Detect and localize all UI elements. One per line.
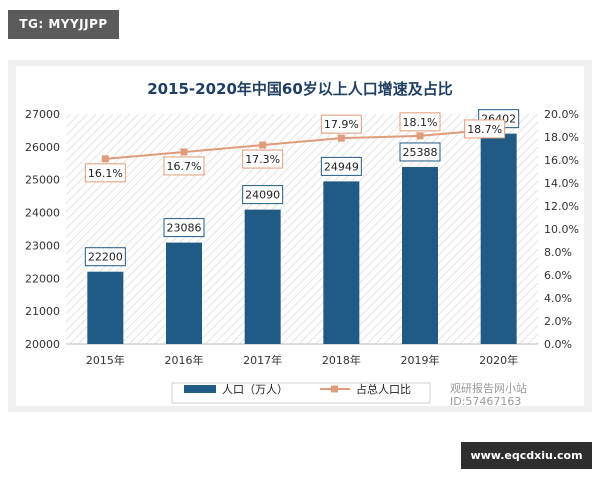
channel-tag: TG: MYYJJPP [8, 10, 119, 39]
watermark-line1: 观研报告网小站 [450, 382, 527, 395]
line-point [101, 155, 109, 163]
right-tick-label: 2.0% [544, 315, 572, 328]
line-value-label-box [242, 149, 284, 169]
bar-value-label-box [399, 142, 441, 162]
bar-value-label-box [320, 156, 362, 176]
legend-box [171, 382, 431, 404]
line-point [416, 132, 424, 140]
line-value-label: 17.3% [245, 153, 280, 166]
chart: 2015-2020年中国60岁以上人口增速及占比 20000 21000 22000… [25, 80, 579, 404]
data-labels: 22200230862409024949253882640216.1%16.7%… [84, 109, 520, 267]
line-point [337, 134, 345, 142]
right-tick-label: 20.0% [544, 108, 579, 121]
bar [87, 271, 124, 344]
line-value-label-box [163, 156, 205, 176]
chart-title: 2015-2020年中国60岁以上人口增速及占比 [147, 80, 453, 98]
line-value-label: 18.1% [403, 116, 438, 129]
bar [480, 133, 517, 344]
x-axis: 2015年 2016年 2017年 2018年 2019年 2020年 [66, 343, 538, 367]
left-tick-label: 26000 [25, 141, 60, 154]
left-tick-label: 23000 [25, 239, 60, 252]
line-value-label-box [320, 114, 362, 134]
bar-value-label-box [242, 185, 284, 205]
line-value-label-box [399, 112, 441, 132]
x-tick-label: 2017年 [243, 353, 282, 367]
chart-card: 2015-2020年中国60岁以上人口增速及占比 20000 21000 22000… [16, 66, 584, 406]
left-axis: 20000 21000 22000 23000 24000 25000 26000 27000 [25, 108, 60, 351]
right-tick-label: 4.0% [544, 292, 572, 305]
right-tick-label: 16.0% [544, 154, 579, 167]
legend: 人口（万人） 占总人口比 [171, 382, 431, 404]
bar [323, 181, 360, 344]
bar-value-label-box [84, 247, 126, 267]
legend-line-label: 占总人口比 [356, 382, 411, 396]
x-tick-label: 2020年 [479, 353, 518, 367]
right-tick-label: 0.0% [544, 338, 572, 351]
line-value-label-box [84, 163, 126, 183]
left-tick-label: 24000 [25, 207, 60, 220]
bar-value-label: 25388 [403, 146, 438, 159]
line-value-label-box [464, 119, 506, 139]
bar-value-label: 23086 [167, 222, 202, 235]
line-value-label: 18.7% [467, 123, 502, 136]
right-tick-label: 14.0% [544, 177, 579, 190]
x-tick-label: 2018年 [322, 353, 361, 367]
legend-line-marker [331, 385, 338, 393]
left-tick-label: 25000 [25, 174, 60, 187]
line-value-label: 16.7% [167, 160, 202, 173]
line-value-label: 17.9% [324, 118, 359, 131]
right-tick-label: 8.0% [544, 246, 572, 259]
plot-area-background [66, 114, 538, 344]
watermark: 观研报告网小站 ID:57467163 [450, 382, 590, 412]
bar-value-label: 24949 [324, 160, 359, 173]
bar [166, 242, 202, 344]
x-tick-label: 2015年 [86, 353, 125, 367]
right-tick-label: 10.0% [544, 223, 579, 236]
bar [402, 166, 438, 344]
right-axis: 0.0% 2.0% 4.0% 6.0% 8.0% 10.0% 12.0% 14.0% 16.0%… [544, 108, 579, 351]
right-tick-label: 6.0% [544, 269, 572, 282]
site-url: www.eqcdxiu.com [461, 442, 592, 469]
left-tick-label: 22000 [25, 272, 60, 285]
bar [244, 209, 281, 344]
legend-bar-swatch [184, 385, 216, 393]
right-tick-label: 18.0% [544, 131, 579, 144]
bar-series [87, 133, 517, 344]
bar-value-label: 24090 [245, 189, 280, 202]
watermark-line2: ID:57467163 [450, 395, 522, 408]
bar-value-label-box [163, 218, 205, 238]
left-tick-label: 21000 [25, 305, 60, 318]
line-path [105, 127, 499, 160]
line-point [180, 148, 188, 156]
left-tick-label: 20000 [25, 338, 60, 351]
right-tick-label: 12.0% [544, 200, 579, 213]
legend-bar-label: 人口（万人） [222, 383, 288, 396]
line-value-label: 16.1% [88, 167, 123, 180]
left-tick-label: 27000 [25, 108, 60, 121]
x-tick-label: 2016年 [165, 353, 204, 367]
bar-value-label: 22200 [88, 251, 123, 264]
x-tick-label: 2019年 [401, 353, 440, 367]
line-point [259, 141, 267, 149]
